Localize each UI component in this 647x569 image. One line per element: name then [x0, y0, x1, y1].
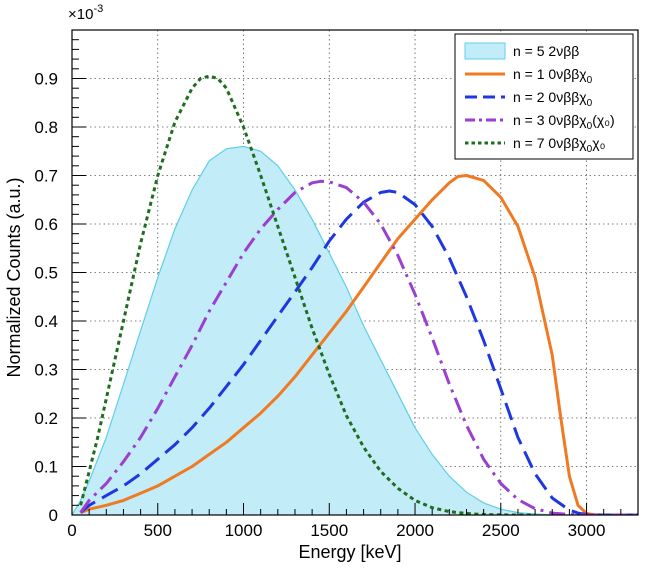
legend-label: n = 7 0νββχ0χ₀	[513, 135, 606, 155]
x-tick-label: 1000	[225, 521, 263, 540]
tick-labels: 0 500 1000 1500 2000 2500 3000 0 0.1 0.2 0.3 0.4 0.5…	[34, 70, 605, 541]
y-axis-multiplier: ×10-3	[68, 3, 103, 23]
legend-label: n = 5 2νββ	[513, 43, 579, 59]
y-tick-label: 0.6	[34, 215, 58, 234]
y-tick-label: 0.9	[34, 70, 58, 89]
legend-swatch	[464, 42, 506, 60]
legend-entry: n = 5 2νββ	[464, 42, 579, 60]
y-tick-label: 0.7	[34, 167, 58, 186]
series-4	[79, 74, 536, 515]
series-area-outline	[72, 145, 587, 515]
x-axis-title: Energy [keV]	[298, 542, 401, 562]
legend: n = 5 2νββ n = 1 0νββχ0 n = 2 0νββχ0 n = 3 …	[454, 33, 634, 160]
x-tick-label: 0	[67, 521, 76, 540]
y-tick-label: 0.5	[34, 264, 58, 283]
y-tick-label: 0.3	[34, 361, 58, 380]
axis-ticks	[71, 39, 622, 516]
legend-label: n = 3 0νββχ0(χ₀)	[513, 112, 615, 132]
series-0	[72, 145, 587, 515]
series-1	[80, 174, 638, 515]
legend-label: n = 1 0νββχ0	[513, 66, 593, 86]
y-tick-label: 0.1	[34, 458, 58, 477]
series-line	[80, 174, 638, 515]
y-tick-label: 0.2	[34, 409, 58, 428]
legend-entry: n = 7 0νββχ0χ₀	[465, 135, 606, 155]
x-tick-label: 1500	[310, 521, 348, 540]
series-2	[79, 189, 638, 515]
x-tick-label: 3000	[568, 521, 606, 540]
y-tick-label: 0.4	[34, 312, 58, 331]
x-tick-label: 2000	[396, 521, 434, 540]
legend-label: n = 2 0νββχ0	[513, 89, 593, 109]
y-tick-label: 0.8	[34, 118, 58, 137]
legend-entry: n = 2 0νββχ0	[465, 89, 593, 109]
series-line	[79, 189, 638, 515]
y-axis-title: Normalized Counts (a.u.)	[4, 177, 24, 377]
y-tick-label: 0	[49, 506, 58, 525]
series-line	[79, 74, 536, 515]
x-tick-label: 2500	[482, 521, 520, 540]
legend-entry: n = 3 0νββχ0(χ₀)	[465, 112, 615, 132]
series-layer	[72, 74, 638, 515]
series-area-fill	[72, 146, 587, 515]
x-tick-label: 500	[144, 521, 172, 540]
legend-entry: n = 1 0νββχ0	[465, 66, 593, 86]
